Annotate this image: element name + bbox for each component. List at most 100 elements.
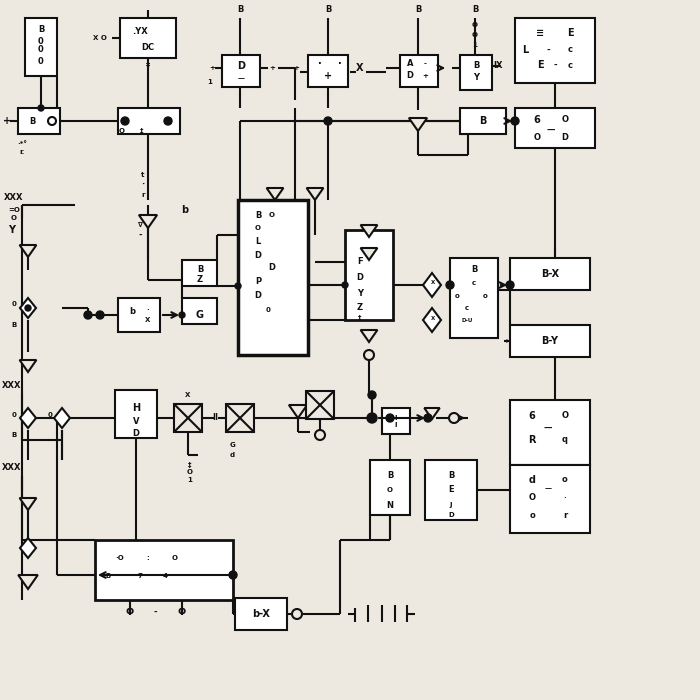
- Text: r: r: [141, 192, 145, 198]
- Text: A: A: [407, 60, 413, 69]
- Circle shape: [364, 350, 374, 360]
- Circle shape: [25, 305, 31, 311]
- Circle shape: [368, 391, 376, 399]
- Text: R: R: [528, 435, 536, 445]
- Text: D: D: [132, 430, 139, 438]
- Text: .YX: .YX: [132, 27, 148, 36]
- Circle shape: [229, 571, 237, 579]
- Text: Z: Z: [197, 276, 203, 284]
- Text: -: -: [553, 60, 556, 69]
- Polygon shape: [20, 408, 36, 428]
- Text: B: B: [325, 6, 331, 15]
- Polygon shape: [20, 245, 36, 257]
- Circle shape: [96, 311, 104, 319]
- Text: B-Y: B-Y: [542, 336, 559, 346]
- Text: B: B: [473, 62, 480, 71]
- Text: B: B: [448, 470, 454, 480]
- Text: ·: ·: [318, 59, 322, 69]
- Bar: [25, 18, 57, 76]
- Polygon shape: [424, 408, 440, 419]
- Text: B: B: [480, 116, 486, 126]
- Bar: [460, 55, 492, 90]
- Text: X: X: [146, 317, 150, 323]
- Text: d: d: [528, 475, 536, 485]
- Text: -: -: [546, 46, 550, 55]
- Text: :: :: [146, 555, 149, 561]
- Bar: [370, 460, 410, 515]
- Polygon shape: [20, 360, 36, 372]
- Text: I: I: [395, 415, 398, 421]
- Text: Y: Y: [357, 288, 363, 298]
- Text: G: G: [196, 310, 204, 320]
- Text: ·: ·: [564, 495, 566, 501]
- Bar: [306, 391, 334, 419]
- Text: Φ: Φ: [126, 607, 134, 617]
- Text: D: D: [561, 134, 568, 143]
- Text: o: o: [562, 475, 568, 484]
- Text: —: —: [547, 125, 555, 134]
- Circle shape: [367, 413, 377, 423]
- Text: c: c: [568, 60, 573, 69]
- Text: Φ: Φ: [178, 607, 186, 617]
- Text: 1: 1: [473, 42, 477, 48]
- Polygon shape: [54, 408, 70, 428]
- Bar: [425, 460, 477, 520]
- Text: B: B: [472, 6, 478, 15]
- Text: B: B: [415, 6, 421, 15]
- Text: E: E: [567, 28, 573, 38]
- Text: E: E: [448, 486, 454, 494]
- Text: V: V: [133, 417, 139, 426]
- Text: +: +: [503, 338, 509, 344]
- Text: 0: 0: [38, 57, 44, 66]
- Polygon shape: [139, 215, 157, 228]
- Text: O: O: [561, 116, 568, 125]
- Text: —: —: [545, 485, 552, 491]
- Polygon shape: [360, 330, 377, 342]
- Text: L: L: [522, 45, 528, 55]
- Text: ‡: ‡: [140, 128, 143, 134]
- Text: N: N: [386, 500, 393, 510]
- Text: D-U: D-U: [461, 318, 472, 323]
- Circle shape: [315, 430, 325, 440]
- Text: O: O: [255, 225, 261, 231]
- Text: ·: ·: [338, 59, 342, 69]
- Text: -: -: [424, 61, 426, 67]
- Text: ‡: ‡: [188, 462, 192, 468]
- Circle shape: [121, 117, 129, 125]
- Text: DC: DC: [141, 43, 155, 52]
- Circle shape: [179, 312, 185, 318]
- Bar: [118, 298, 160, 332]
- Text: L: L: [256, 237, 260, 246]
- Text: B: B: [11, 432, 17, 438]
- Polygon shape: [360, 248, 377, 260]
- Bar: [382, 408, 410, 434]
- Text: D: D: [255, 291, 262, 300]
- Text: O: O: [472, 22, 478, 28]
- Circle shape: [342, 282, 348, 288]
- Bar: [182, 260, 217, 286]
- Text: 6: 6: [528, 411, 536, 421]
- Polygon shape: [360, 225, 377, 237]
- Text: 1: 1: [188, 477, 193, 483]
- Text: D: D: [237, 61, 245, 71]
- Bar: [174, 404, 202, 432]
- Bar: [95, 540, 233, 600]
- Text: ‡: ‡: [358, 315, 362, 321]
- Text: D: D: [255, 251, 262, 260]
- Bar: [238, 200, 308, 355]
- Text: b: b: [181, 205, 188, 215]
- Text: -: -: [153, 608, 157, 617]
- Text: =O: =O: [8, 207, 20, 213]
- Text: —: —: [544, 424, 552, 433]
- Text: F: F: [357, 258, 363, 267]
- Text: XXX: XXX: [2, 463, 22, 473]
- Text: +: +: [324, 71, 332, 81]
- Text: ·*°: ·*°: [17, 141, 27, 147]
- Text: IX: IX: [494, 62, 503, 71]
- Polygon shape: [423, 273, 441, 297]
- Text: 0: 0: [38, 38, 44, 46]
- Text: 6: 6: [533, 115, 540, 125]
- Text: B: B: [29, 116, 35, 125]
- Text: O: O: [472, 32, 478, 38]
- Text: +: +: [3, 116, 11, 126]
